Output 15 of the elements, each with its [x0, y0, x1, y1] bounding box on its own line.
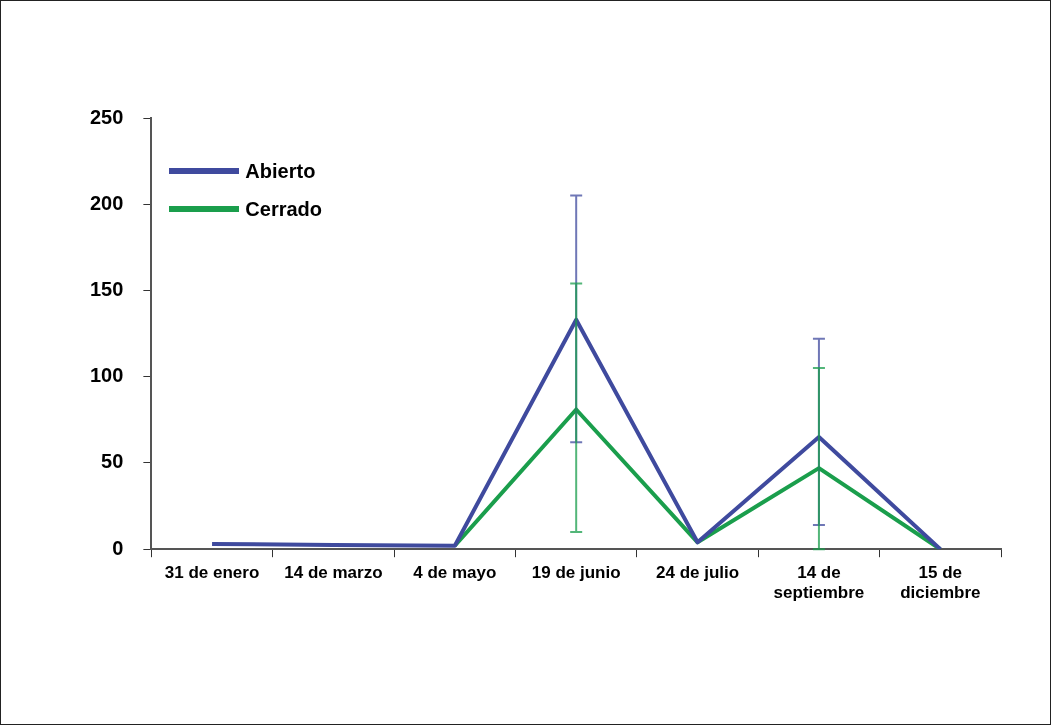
y-tick-label: 100 [89, 364, 124, 387]
x-tick-label: 15 de diciembre [900, 563, 981, 603]
legend-label: Cerrado [245, 197, 323, 221]
y-tick-label: 200 [89, 191, 124, 214]
x-tick-label: 4 de mayo [413, 563, 497, 583]
x-tick-label: 31 de enero [164, 563, 260, 583]
x-tick-label: 19 de junio [531, 563, 621, 583]
x-tick-label: 14 de marzo [284, 563, 383, 583]
legend-label: Abierto [245, 159, 316, 183]
y-tick-label: 0 [112, 536, 124, 559]
x-tick-label: 14 de septiembre [773, 563, 865, 603]
x-tick-label: 24 de julio [655, 563, 740, 583]
y-tick-label: 50 [101, 450, 124, 473]
y-tick-label: 250 [89, 105, 124, 128]
y-tick-label: 150 [89, 278, 124, 300]
